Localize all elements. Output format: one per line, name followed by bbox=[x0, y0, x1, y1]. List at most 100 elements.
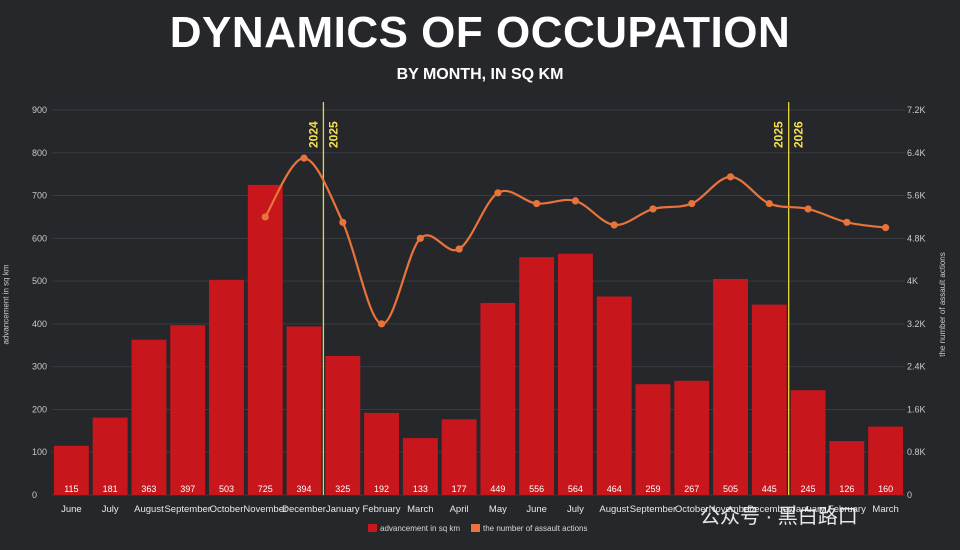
y-tick-label-right: 2.4K bbox=[907, 362, 926, 372]
y-tick-label-right: 5.6K bbox=[907, 191, 926, 201]
bar bbox=[480, 302, 516, 495]
assault-actions-point bbox=[726, 173, 735, 181]
year-label: 2025 bbox=[326, 121, 340, 148]
x-tick-label: April bbox=[450, 504, 469, 515]
assault-actions-point bbox=[649, 205, 657, 213]
x-tick-label: August bbox=[134, 504, 164, 515]
y-tick-label-left: 0 bbox=[32, 490, 37, 500]
year-label: 2026 bbox=[792, 121, 806, 148]
x-tick-label: July bbox=[567, 504, 584, 515]
x-tick-label: January bbox=[791, 504, 825, 515]
x-tick-label: March bbox=[872, 504, 898, 515]
bar bbox=[868, 426, 904, 495]
y-tick-label-left: 300 bbox=[32, 362, 47, 372]
bar-value-label: 192 bbox=[374, 484, 389, 494]
x-tick-label: February bbox=[828, 504, 866, 515]
x-tick-label: October bbox=[210, 504, 244, 515]
y-tick-label-right: 6.4K bbox=[907, 148, 926, 158]
y-tick-label-left: 800 bbox=[32, 148, 47, 158]
bar-value-label: 556 bbox=[529, 484, 544, 494]
bar bbox=[131, 339, 167, 495]
legend-label-bars: advancement in sq km bbox=[380, 524, 460, 533]
y-tick-label-left: 900 bbox=[32, 105, 47, 115]
chart-subtitle: BY MONTH, IN SQ KM bbox=[396, 66, 564, 83]
bar bbox=[829, 441, 865, 495]
bar-value-label: 245 bbox=[801, 484, 816, 494]
bar-value-label: 267 bbox=[684, 484, 699, 494]
x-tick-label: October bbox=[675, 504, 709, 515]
y-tick-label-right: 4K bbox=[907, 276, 918, 286]
x-tick-label: July bbox=[102, 504, 119, 515]
assault-actions-point bbox=[416, 234, 424, 242]
assault-actions-point bbox=[339, 218, 347, 226]
bar bbox=[170, 325, 206, 495]
bar bbox=[286, 326, 322, 495]
assault-actions-point bbox=[300, 154, 308, 162]
y-tick-label-right: 0.8K bbox=[907, 447, 926, 457]
watermark-text: 公众号 · 黑白路口 bbox=[700, 506, 858, 528]
assault-actions-point bbox=[882, 224, 890, 232]
bar-value-label: 181 bbox=[103, 484, 118, 494]
bar bbox=[364, 412, 400, 495]
x-tick-label: December bbox=[282, 504, 326, 515]
bar-value-label: 564 bbox=[568, 484, 583, 494]
bar bbox=[790, 390, 826, 495]
bar-value-label: 325 bbox=[335, 484, 350, 494]
bar bbox=[557, 253, 593, 495]
assault-actions-point bbox=[610, 221, 618, 229]
assault-actions-point bbox=[494, 189, 502, 197]
bar-value-label: 445 bbox=[762, 484, 777, 494]
x-tick-label: March bbox=[407, 504, 433, 515]
x-tick-label: November bbox=[709, 504, 753, 515]
assault-actions-point bbox=[571, 197, 580, 205]
bar-value-label: 126 bbox=[839, 484, 854, 494]
y-tick-label-right: 4.8K bbox=[907, 233, 926, 243]
bar bbox=[247, 184, 283, 495]
bar bbox=[635, 384, 671, 495]
bar-value-label: 503 bbox=[219, 484, 234, 494]
bar-value-label: 259 bbox=[645, 484, 660, 494]
y-tick-label-left: 500 bbox=[32, 276, 47, 286]
year-label: 2024 bbox=[306, 121, 320, 148]
legend-swatch-line bbox=[471, 524, 480, 532]
bar bbox=[751, 304, 787, 495]
bar bbox=[209, 279, 244, 495]
x-tick-label: May bbox=[489, 504, 507, 515]
legend-label-line: the number of assault actions bbox=[483, 524, 588, 533]
bar bbox=[402, 438, 438, 495]
bar-value-label: 394 bbox=[297, 484, 312, 494]
bar bbox=[92, 417, 128, 495]
x-tick-label: January bbox=[326, 504, 360, 515]
x-tick-label: September bbox=[164, 504, 210, 515]
assault-actions-point bbox=[455, 245, 463, 253]
bar bbox=[713, 278, 748, 495]
bar-value-label: 449 bbox=[490, 484, 505, 494]
chart-title: DYNAMICS OF OCCUPATION bbox=[169, 8, 791, 57]
bar-value-label: 725 bbox=[258, 484, 273, 494]
bar bbox=[596, 296, 632, 495]
assault-actions-point bbox=[533, 199, 541, 208]
year-label: 2025 bbox=[772, 121, 786, 148]
y-tick-label-right: 3.2K bbox=[907, 319, 926, 329]
y-tick-label-left: 100 bbox=[32, 447, 47, 457]
y-tick-label-left: 400 bbox=[32, 319, 47, 329]
bar bbox=[519, 257, 555, 495]
bar-value-label: 397 bbox=[180, 484, 195, 494]
x-tick-label: February bbox=[363, 504, 401, 515]
y-tick-label-left: 700 bbox=[32, 191, 47, 201]
legend-swatch-bars bbox=[368, 524, 377, 532]
bar-value-label: 505 bbox=[723, 484, 738, 494]
x-tick-label: December bbox=[747, 504, 791, 515]
bar-value-label: 177 bbox=[452, 484, 467, 494]
assault-actions-point bbox=[377, 320, 386, 328]
bar-value-label: 363 bbox=[141, 484, 156, 494]
x-tick-label: June bbox=[61, 504, 82, 515]
y-tick-label-left: 200 bbox=[32, 404, 47, 414]
bar bbox=[53, 445, 89, 495]
bar bbox=[674, 380, 710, 495]
bar-value-label: 115 bbox=[64, 484, 78, 494]
x-tick-label: August bbox=[599, 504, 629, 515]
bar bbox=[441, 419, 477, 495]
assault-actions-point bbox=[804, 205, 812, 213]
